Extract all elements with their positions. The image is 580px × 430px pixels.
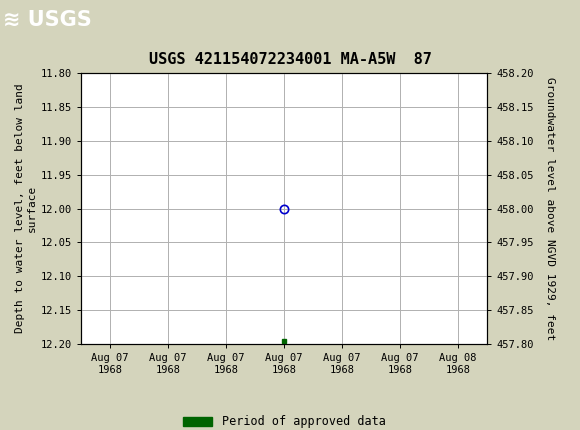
Y-axis label: Groundwater level above NGVD 1929, feet: Groundwater level above NGVD 1929, feet [545,77,555,340]
Legend: Period of approved data: Period of approved data [178,411,390,430]
Text: USGS 421154072234001 MA-A5W  87: USGS 421154072234001 MA-A5W 87 [148,52,432,67]
Text: ≋ USGS: ≋ USGS [3,9,92,29]
Y-axis label: Depth to water level, feet below land
surface: Depth to water level, feet below land su… [15,84,37,333]
